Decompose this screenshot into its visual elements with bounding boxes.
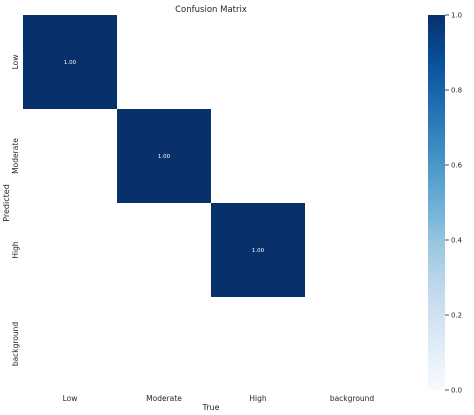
y-tick-label: Moderate [11, 138, 20, 174]
x-tick-label: High [249, 394, 266, 403]
colorbar-ticks: 0.0 0.2 0.4 0.6 0.8 1.0 [445, 12, 463, 395]
x-tick-label: Moderate [146, 394, 182, 403]
y-tick-labels: Low Moderate High background [11, 55, 20, 367]
cell-value-label: 1.00 [252, 248, 265, 254]
colorbar-tick-label: 0.4 [451, 237, 463, 245]
heatmap-cell [23, 15, 117, 109]
heatmap-cell [211, 203, 305, 297]
colorbar-tick-label: 1.0 [451, 12, 462, 20]
y-axis-label: Predicted [2, 184, 11, 222]
heatmap-cells: 1.00 1.00 1.00 [23, 15, 305, 297]
y-tick-label: High [11, 241, 20, 258]
x-tick-label: background [330, 394, 375, 403]
cell-value-label: 1.00 [64, 60, 77, 66]
heatmap-cell [117, 109, 211, 203]
colorbar-tick-label: 0.6 [451, 162, 463, 170]
y-tick-label: Low [11, 55, 20, 70]
colorbar-tick-label: 0.0 [451, 387, 462, 395]
colorbar [428, 15, 445, 390]
colorbar-tick-label: 0.8 [451, 87, 462, 95]
x-tick-labels: Low Moderate High background [63, 394, 375, 403]
colorbar-tick-label: 0.2 [451, 312, 462, 320]
y-tick-label: background [11, 322, 20, 367]
chart-title: Confusion Matrix [175, 5, 247, 15]
cell-value-label: 1.00 [158, 154, 171, 160]
x-tick-label: Low [63, 394, 78, 403]
x-axis-label: True [202, 403, 220, 412]
